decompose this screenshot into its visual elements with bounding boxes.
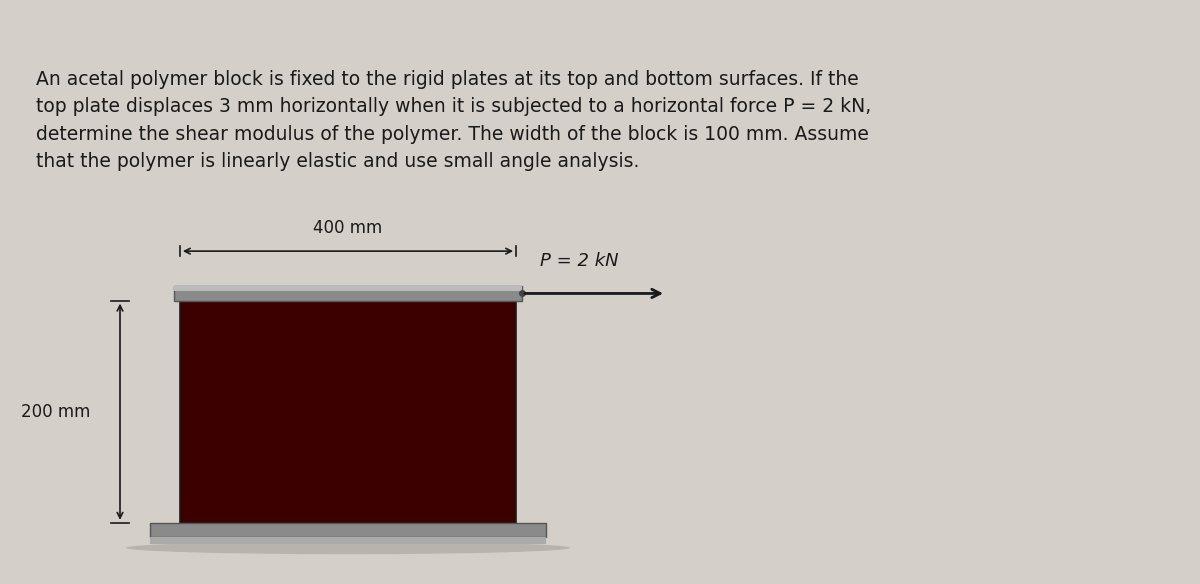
- Bar: [150, 523, 546, 537]
- Text: An acetal polymer block is fixed to the rigid plates at its top and bottom surfa: An acetal polymer block is fixed to the …: [36, 70, 871, 171]
- Bar: [150, 537, 546, 544]
- Ellipse shape: [126, 541, 570, 554]
- Bar: [174, 286, 522, 301]
- Bar: [174, 286, 522, 291]
- Bar: [180, 301, 516, 523]
- Text: P = 2 kN: P = 2 kN: [540, 252, 619, 270]
- Text: 400 mm: 400 mm: [313, 218, 383, 237]
- Text: 200 mm: 200 mm: [20, 403, 90, 420]
